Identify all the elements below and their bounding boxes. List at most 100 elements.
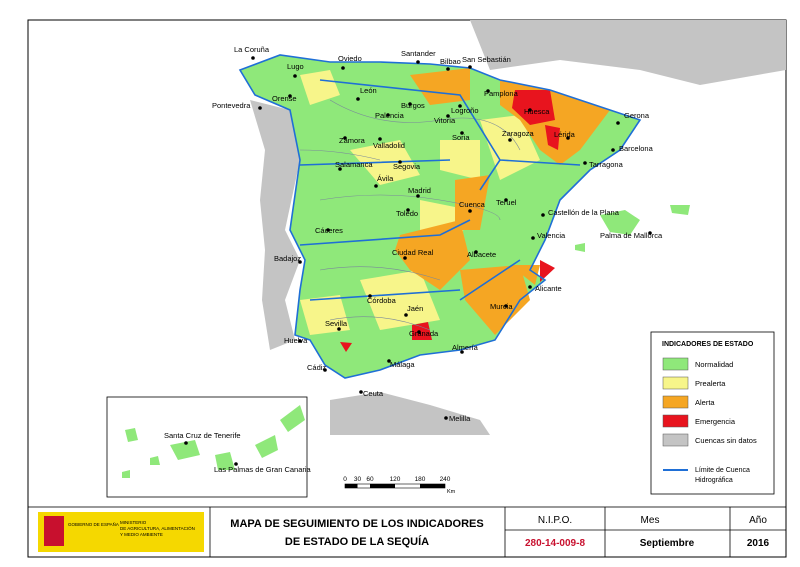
coat-of-arms bbox=[44, 516, 64, 546]
city-dot bbox=[298, 260, 302, 264]
city-label: Almería bbox=[452, 343, 479, 352]
city-dot bbox=[416, 60, 420, 64]
city-label: Pontevedra bbox=[212, 101, 251, 110]
scale-label: 0 bbox=[343, 476, 347, 483]
city-label: Valencia bbox=[537, 231, 566, 240]
city-dot bbox=[374, 184, 378, 188]
legend-label: Emergencia bbox=[695, 417, 736, 426]
city-label: Vitoria bbox=[434, 116, 456, 125]
nipo: 280-14-009-8 bbox=[525, 538, 585, 549]
city-label: Orense bbox=[272, 94, 297, 103]
city-dot bbox=[359, 390, 363, 394]
legend-line-label: Hidrográfica bbox=[695, 477, 733, 484]
city-dot bbox=[541, 213, 545, 217]
city-dot bbox=[583, 161, 587, 165]
logo-band bbox=[38, 512, 204, 552]
legend-title: INDICADORES DE ESTADO bbox=[662, 341, 754, 348]
city-dot bbox=[504, 198, 508, 202]
scale-label: 30 bbox=[354, 476, 362, 483]
city-dot bbox=[616, 121, 620, 125]
legend-swatch bbox=[662, 395, 689, 409]
city-dot bbox=[341, 66, 345, 70]
city-label: Córdoba bbox=[367, 296, 397, 305]
city-label: Zaragoza bbox=[502, 129, 535, 138]
city-label: Teruel bbox=[496, 198, 517, 207]
city-label: Valladolid bbox=[373, 141, 405, 150]
baleares bbox=[575, 205, 690, 252]
city-dot bbox=[378, 137, 382, 141]
city-dot bbox=[404, 313, 408, 317]
city-dot bbox=[504, 304, 508, 308]
city-dot bbox=[251, 56, 255, 60]
scale-unit: Km bbox=[447, 489, 456, 495]
city-dot bbox=[611, 148, 615, 152]
legend-label: Prealerta bbox=[695, 379, 726, 388]
city-label: Logroño bbox=[451, 106, 479, 115]
city-dot bbox=[326, 228, 330, 232]
city-dot bbox=[258, 106, 262, 110]
ministry: DE AGRICULTURA, ALIMENTACIÓN bbox=[120, 525, 195, 531]
city-dot bbox=[288, 94, 292, 98]
city-dot bbox=[444, 416, 448, 420]
legend-label: Cuencas sin datos bbox=[695, 436, 757, 445]
city-dot bbox=[566, 136, 570, 140]
city-dot bbox=[403, 256, 407, 260]
scale-bar-segment bbox=[420, 484, 445, 488]
city-label: La Coruña bbox=[234, 45, 270, 54]
city-dot bbox=[417, 330, 421, 334]
city-label: Huelva bbox=[284, 336, 308, 345]
city-dot bbox=[398, 160, 402, 164]
city-dot bbox=[446, 114, 450, 118]
city-label: Pamplona bbox=[484, 89, 519, 98]
city-label: Palma de Mallorca bbox=[600, 231, 663, 240]
legend-items: Normalidad Prealerta Alerta Emergencia Cuenc… bbox=[662, 357, 757, 447]
city-dot bbox=[486, 89, 490, 93]
city-dot bbox=[460, 131, 464, 135]
city-dot bbox=[298, 339, 302, 343]
city-dot bbox=[337, 327, 341, 331]
month-label: Mes bbox=[641, 515, 660, 526]
city-label: Cádiz bbox=[307, 363, 326, 372]
emergencia-zone bbox=[340, 90, 560, 352]
city-dot bbox=[528, 285, 532, 289]
city-dot bbox=[528, 108, 532, 112]
month: Septiembre bbox=[640, 538, 695, 549]
city-label: Burgos bbox=[401, 101, 425, 110]
nipo-label: N.I.P.O. bbox=[538, 515, 572, 526]
legend-swatch bbox=[662, 433, 689, 447]
city-dot bbox=[474, 250, 478, 254]
scale-bar-segment bbox=[345, 484, 358, 488]
city-label: Bilbao bbox=[440, 57, 461, 66]
city-label: Santa Cruz de Tenerife bbox=[164, 431, 241, 440]
legend-swatch bbox=[662, 376, 689, 390]
city-label: Ávila bbox=[377, 174, 394, 183]
city-dot bbox=[458, 104, 462, 108]
city-label: Jaén bbox=[407, 304, 423, 313]
map-title: MAPA DE SEGUIMIENTO DE LOS INDICADORES bbox=[230, 518, 483, 530]
africa bbox=[330, 392, 490, 435]
city-dot bbox=[234, 462, 238, 466]
city-dot bbox=[184, 441, 188, 445]
city-label: Cuenca bbox=[459, 200, 486, 209]
city-dot bbox=[468, 209, 472, 213]
legend-line-label: Límite de Cuenca bbox=[695, 467, 750, 474]
city-dot bbox=[386, 113, 390, 117]
city-label: Barcelona bbox=[619, 144, 654, 153]
city-label: Huesca bbox=[524, 107, 550, 116]
city-dot bbox=[368, 294, 372, 298]
city-label: Madrid bbox=[408, 186, 431, 195]
city-label: Granada bbox=[409, 329, 439, 338]
cities: La Coruña Lugo Oviedo Santander Bilbao San Se… bbox=[164, 45, 663, 474]
city-label: Cáceres bbox=[315, 226, 343, 235]
city-dot bbox=[446, 67, 450, 71]
ministry: Y MEDIO AMBIENTE bbox=[120, 532, 163, 537]
city-label: Salamanca bbox=[335, 160, 373, 169]
city-dot bbox=[460, 350, 464, 354]
scale-bar-segment bbox=[370, 484, 395, 488]
city-label: Ceuta bbox=[363, 389, 384, 398]
rivers bbox=[299, 99, 521, 331]
city-label: Las Palmas de Gran Canaria bbox=[214, 465, 312, 474]
basin-borders bbox=[238, 54, 642, 379]
portugal bbox=[250, 100, 300, 350]
city-dot bbox=[408, 102, 412, 106]
